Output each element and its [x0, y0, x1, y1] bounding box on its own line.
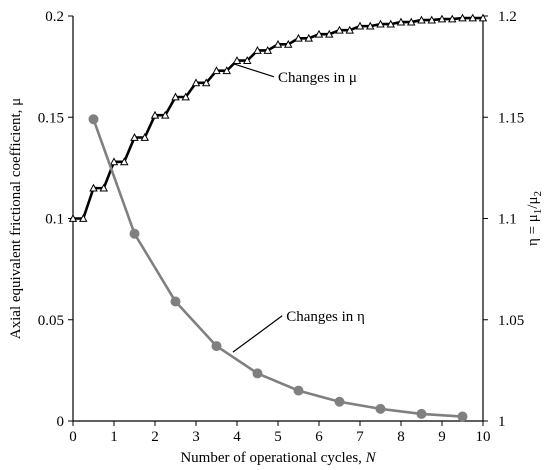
mu-series-marker	[89, 183, 98, 192]
mu-series-marker	[355, 21, 365, 30]
left-y-axis-title: Axial equivalent frictional coefficient,…	[8, 98, 24, 339]
right-y-axis-ticks: 1 1.05 1.1 1.15 1.2	[483, 9, 524, 430]
mu-series-marker	[68, 214, 78, 222]
eta-series-marker	[457, 411, 468, 422]
mu-series-marker	[407, 17, 416, 26]
mu-series-marker	[468, 13, 477, 22]
left-y-tick-label: 0.05	[38, 313, 64, 329]
mu-series-marker	[478, 13, 488, 22]
x-tick-label: 4	[233, 429, 241, 445]
mu-series-marker	[448, 14, 457, 23]
left-y-tick-label: 0.1	[45, 212, 64, 228]
mu-series-marker	[314, 29, 324, 38]
mu-series-marker	[376, 19, 385, 28]
eta-series-marker	[211, 341, 222, 352]
mu-series-marker	[243, 56, 252, 64]
left-y-tick-label: 0.2	[45, 9, 64, 25]
right-y-axis-title: η = μ1/μ2	[525, 191, 544, 246]
mu-series-marker	[273, 39, 283, 48]
mu-series-marker	[202, 78, 211, 87]
annotation-layer: Changes in μ Changes in η	[232, 63, 365, 353]
right-y-tick-label: 1.1	[498, 212, 517, 228]
eta-series-marker	[252, 368, 263, 379]
right-y-axis-title-mid: /μ	[525, 196, 541, 208]
mu-series-marker	[79, 214, 88, 222]
mu-series-marker	[253, 45, 262, 54]
right-y-axis-title-prefix: η = μ	[525, 214, 541, 246]
mu-series-marker	[335, 25, 344, 34]
mu-series-marker	[263, 45, 272, 54]
annotation-label: Changes in η	[286, 309, 365, 325]
mu-series-marker	[458, 13, 467, 22]
x-tick-label: 9	[438, 429, 446, 445]
mu-series-marker	[304, 33, 313, 42]
annotation-leader-line	[232, 315, 283, 353]
left-y-tick-label: 0.15	[38, 110, 64, 126]
mu-series-marker	[191, 78, 201, 87]
mu-series-marker	[396, 17, 406, 26]
right-y-axis-title-sub2: 2	[532, 191, 544, 197]
mu-series-marker	[150, 110, 160, 119]
x-tick-label: 10	[476, 429, 491, 445]
eta-series-marker	[88, 114, 99, 125]
x-axis-title: Number of operational cycles, N	[180, 450, 376, 466]
x-tick-label: 6	[315, 429, 323, 445]
mu-series-marker	[99, 183, 108, 192]
mu-series-marker	[212, 66, 221, 75]
eta-series-marker	[170, 296, 181, 307]
mu-series-marker	[181, 92, 190, 101]
right-y-tick-label: 1	[498, 414, 506, 430]
mu-series-marker	[222, 66, 231, 75]
mu-series-marker	[325, 29, 334, 38]
mu-series-marker	[386, 19, 395, 28]
x-axis-title-main: Number of operational cycles,	[180, 450, 365, 466]
annotation-leader-line	[232, 63, 275, 78]
left-y-axis-ticks: 0 0.05 0.1 0.15 0.2	[38, 9, 73, 430]
mu-series-marker	[294, 33, 303, 42]
eta-series-marker	[293, 385, 304, 396]
eta-series-marker	[334, 396, 345, 407]
mu-series-marker	[427, 15, 436, 24]
series-layer	[68, 13, 488, 422]
left-y-tick-label: 0	[57, 414, 65, 430]
eta-series-line	[92, 118, 463, 418]
x-tick-label: 0	[69, 429, 77, 445]
mu-series-marker	[417, 15, 426, 24]
eta-series-marker	[129, 228, 140, 239]
mu-series-marker	[171, 92, 180, 101]
mu-series-line	[73, 16, 483, 220]
mu-series-marker	[345, 25, 354, 34]
right-y-axis-title-sub1: 1	[532, 209, 544, 215]
right-y-tick-label: 1.05	[498, 313, 524, 329]
x-tick-label: 1	[110, 429, 118, 445]
mu-series-marker	[232, 56, 242, 64]
x-tick-label: 3	[192, 429, 200, 445]
x-tick-label: 8	[397, 429, 405, 445]
annotation-label: Changes in μ	[278, 70, 357, 86]
mu-series-marker	[366, 21, 375, 30]
right-y-tick-label: 1.2	[498, 9, 517, 25]
mu-series-marker	[284, 39, 293, 48]
eta-series-marker	[416, 408, 427, 419]
mu-series-marker	[437, 14, 447, 23]
x-tick-label: 7	[356, 429, 364, 445]
x-axis-ticks: 0 1 2 3 4 5 6 7 8 9 10	[69, 421, 491, 445]
mu-series-marker	[140, 133, 149, 141]
x-tick-label: 2	[151, 429, 159, 445]
mu-series-marker	[161, 110, 170, 119]
mu-series-marker	[120, 157, 129, 166]
mu-series-marker	[109, 157, 119, 166]
mu-series-marker	[130, 133, 139, 141]
right-y-tick-label: 1.15	[498, 110, 524, 126]
x-axis-title-variable: N	[365, 450, 377, 466]
x-tick-label: 5	[274, 429, 282, 445]
eta-series-marker	[375, 403, 386, 414]
